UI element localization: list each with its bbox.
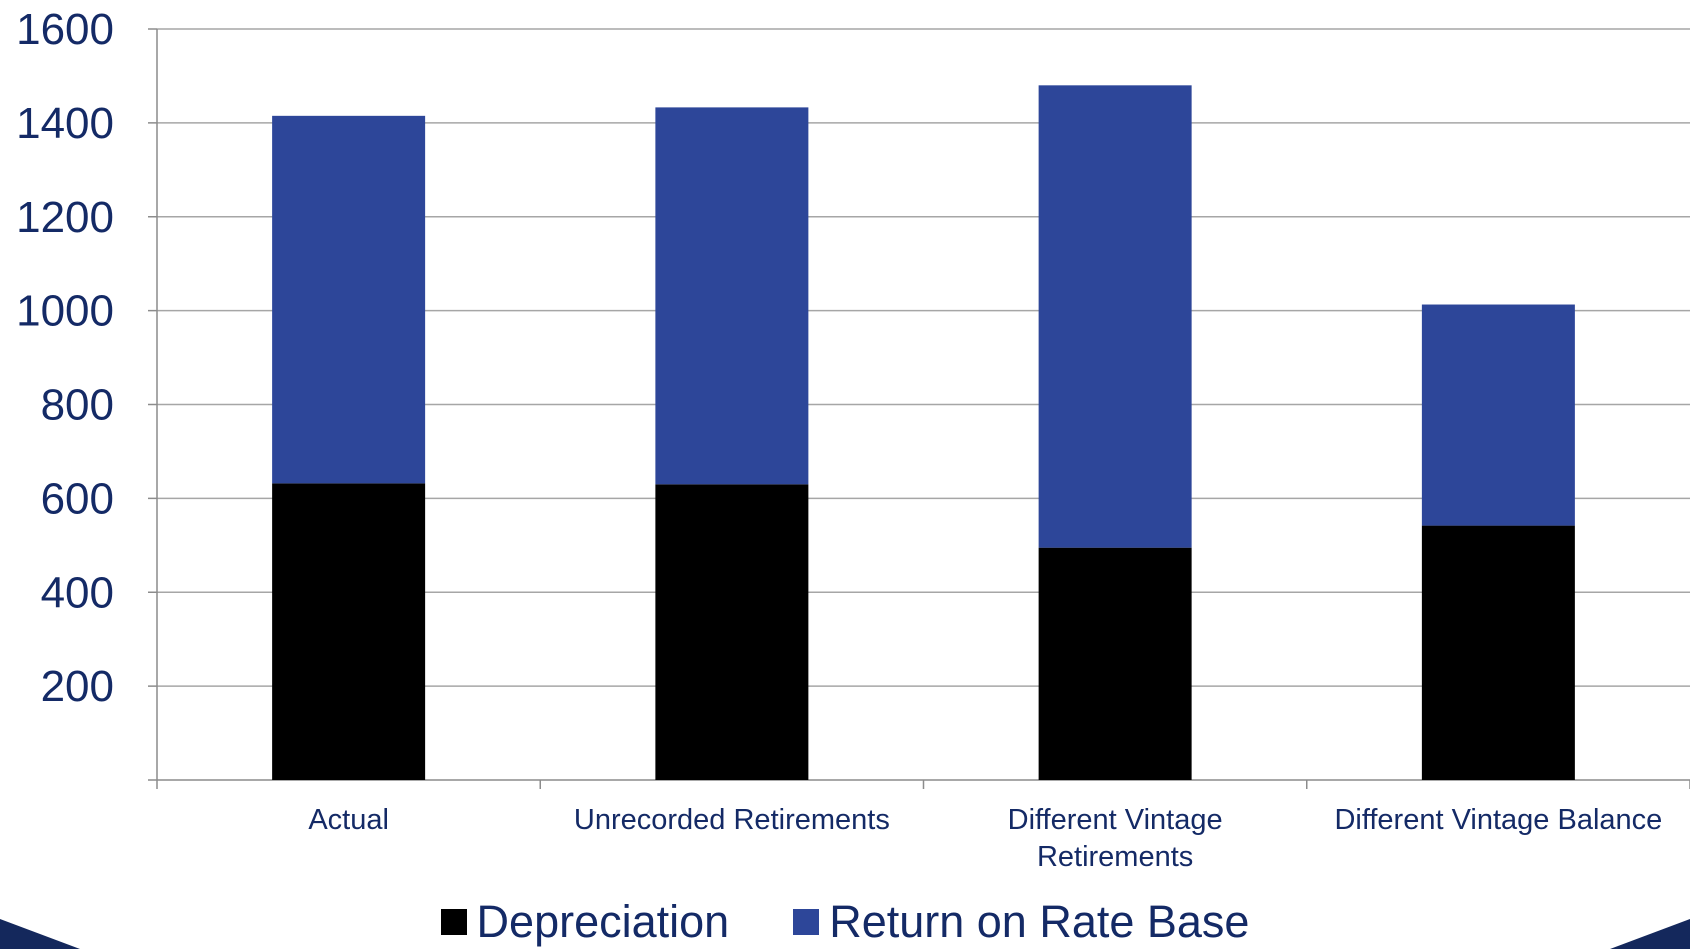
y-tick-label-800: 800 <box>41 381 114 430</box>
bar-depreciation-actual <box>272 483 426 780</box>
x-category-label-actual: Actual <box>308 804 389 836</box>
bar-return-on-rate-base-different-vintage-balance <box>1421 304 1575 526</box>
x-category-label-different-vintage-balance: Different Vintage Balance <box>1334 804 1662 836</box>
legend: Depreciation Return on Rate Base <box>0 896 1690 948</box>
bar-depreciation-unrecorded-retirements <box>655 484 809 780</box>
bar-return-on-rate-base-unrecorded-retirements <box>655 107 809 485</box>
x-category-label-different-vintage-retirements: Different Vintage Retirements <box>1008 804 1223 873</box>
corner-decoration-right <box>1610 919 1690 949</box>
bars <box>272 85 1575 780</box>
y-tick-label-200: 200 <box>41 662 114 711</box>
y-tick-label-1000: 1000 <box>16 287 114 336</box>
legend-item-depreciation: Depreciation <box>440 896 730 948</box>
x-category-labels: Actual Unrecorded Retirements Different Vi… <box>308 804 1662 873</box>
legend-label-return-on-rate-base: Return on Rate Base <box>829 896 1250 947</box>
y-tick-label-1400: 1400 <box>16 99 114 148</box>
bar-return-on-rate-base-actual <box>272 115 426 484</box>
y-tick-label-1200: 1200 <box>16 193 114 242</box>
corner-decoration-left <box>0 919 80 949</box>
y-tick-labels: 200 400 600 800 1000 1200 1400 1600 <box>16 5 114 711</box>
bar-depreciation-different-vintage-retirements <box>1038 547 1192 780</box>
y-tick-label-600: 600 <box>41 474 114 523</box>
legend-item-return-on-rate-base: Return on Rate Base <box>793 896 1249 948</box>
y-tick-label-400: 400 <box>41 568 114 617</box>
x-category-label-unrecorded-retirements: Unrecorded Retirements <box>574 804 890 836</box>
bar-return-on-rate-base-different-vintage-retirements <box>1038 85 1192 548</box>
y-tick-label-1600: 1600 <box>16 5 114 54</box>
bar-depreciation-different-vintage-balance <box>1421 525 1575 780</box>
legend-label-depreciation: Depreciation <box>476 896 730 947</box>
legend-swatch-depreciation <box>440 909 467 935</box>
legend-swatch-return-on-rate-base <box>793 909 820 935</box>
